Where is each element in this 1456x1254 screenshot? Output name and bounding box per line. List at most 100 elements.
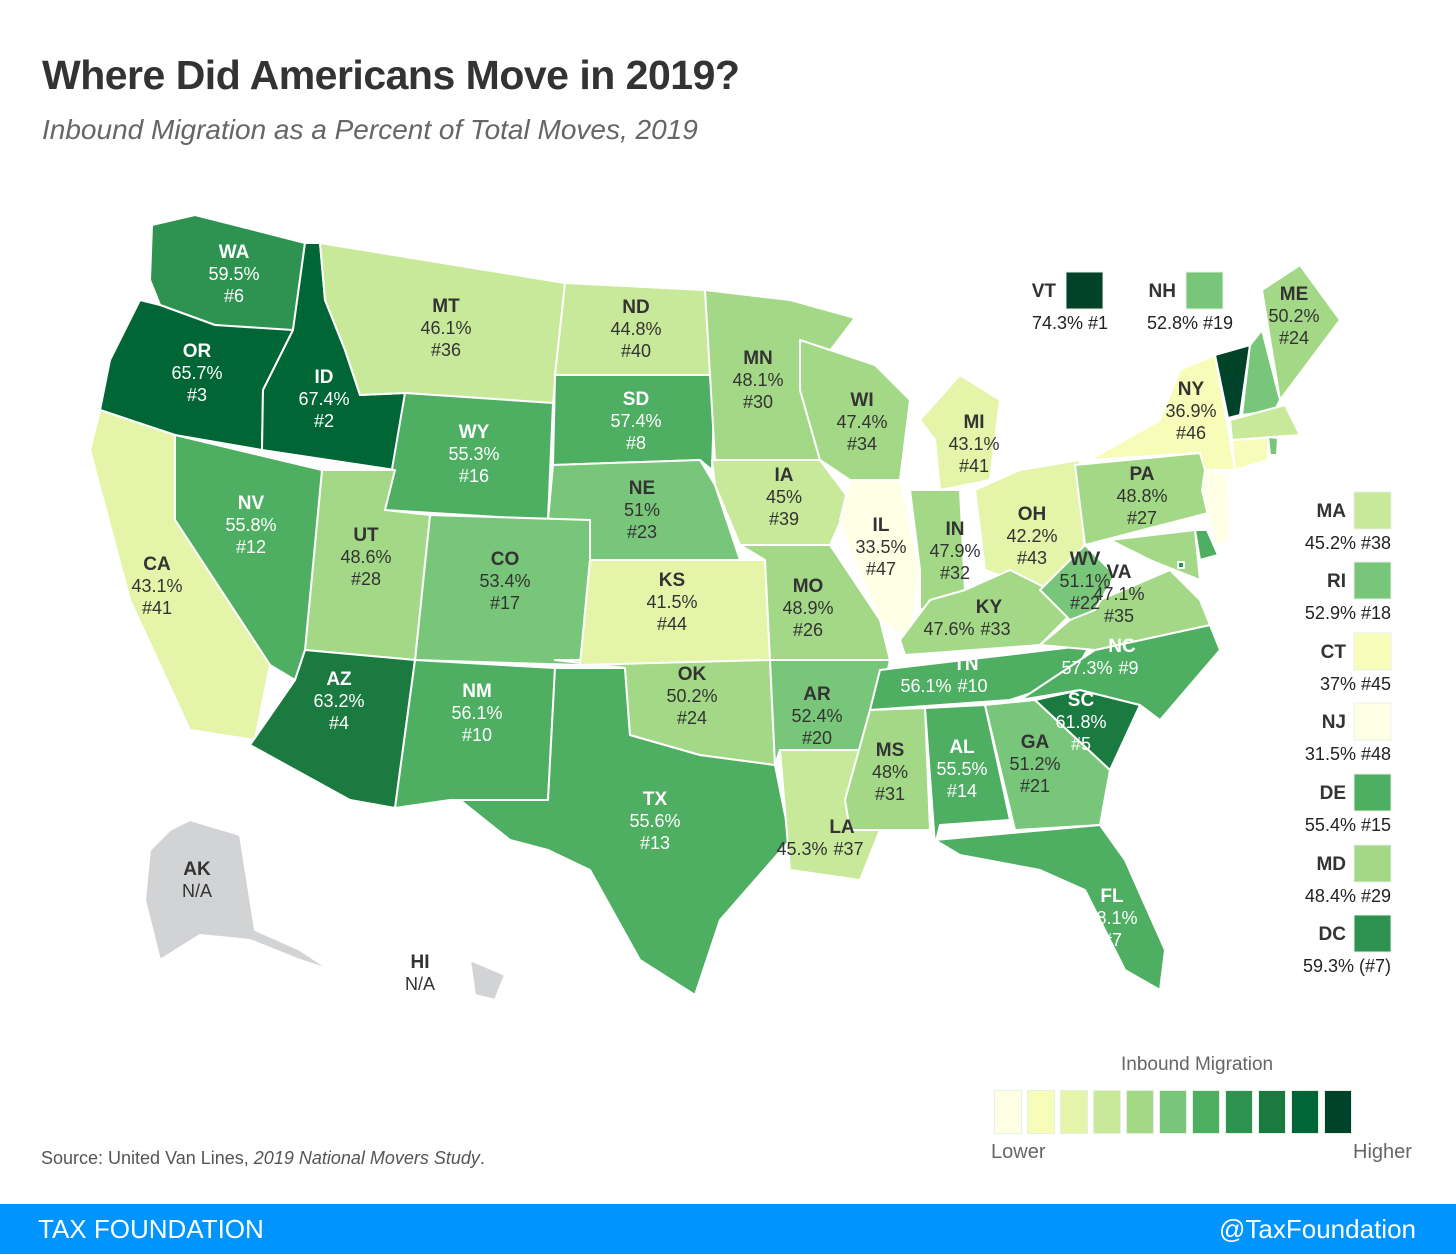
- state-abbr: SC: [1068, 690, 1095, 711]
- state-fl[interactable]: [934, 824, 1166, 991]
- legend-lower: Lower: [991, 1141, 1046, 1163]
- state-wv[interactable]: [1039, 544, 1116, 621]
- state-abbr: NE: [629, 478, 655, 499]
- state-rank: #17: [490, 593, 520, 613]
- state-pct: 65.7%: [171, 363, 222, 383]
- state-dc[interactable]: [1177, 561, 1185, 569]
- state-pct: 33.5%: [855, 537, 906, 557]
- state-mi[interactable]: [919, 374, 1001, 491]
- state-pct: 43.1%: [131, 576, 182, 596]
- state-rank: #14: [947, 781, 977, 801]
- brand-name: TAX FOUNDATION: [38, 1214, 264, 1244]
- state-rank: #8: [626, 433, 646, 453]
- state-abbr: GA: [1021, 732, 1050, 753]
- state-pct: 51.1%: [1059, 571, 1110, 591]
- callout-abbr: VT: [1032, 281, 1057, 302]
- state-al[interactable]: [924, 704, 1011, 846]
- state-pct: 51%: [624, 500, 660, 520]
- state-label-in: IN 47.9% #32: [929, 519, 980, 583]
- state-pct: 58.1%: [1086, 908, 1137, 928]
- state-abbr: AK: [183, 859, 211, 880]
- state-abbr: SD: [623, 389, 649, 410]
- state-pct: N/A: [405, 974, 435, 994]
- state-label-nm: NM 56.1% #10: [451, 681, 502, 745]
- state-ms[interactable]: [844, 707, 931, 831]
- callout-value: 52.9% #18: [1305, 603, 1391, 623]
- callout-md: MD 48.4% #29: [1305, 844, 1392, 906]
- state-pct: 48.8%: [1116, 486, 1167, 506]
- state-sd[interactable]: [552, 374, 716, 471]
- state-pct: 50.2%: [666, 686, 717, 706]
- state-pct: 47.6%: [923, 619, 974, 639]
- state-label-wi: WI 47.4% #34: [836, 390, 887, 454]
- state-label-mo: MO 48.9% #26: [782, 576, 833, 640]
- callout-ri: RI 52.9% #18: [1305, 561, 1392, 623]
- state-pct: 63.2%: [313, 691, 364, 711]
- callout-abbr: NH: [1149, 281, 1176, 302]
- state-abbr: OR: [183, 341, 212, 362]
- state-rank: #28: [351, 569, 381, 589]
- state-label-hi: HI N/A: [405, 952, 435, 994]
- callout-abbr: NJ: [1322, 712, 1346, 733]
- state-va[interactable]: [1039, 569, 1211, 651]
- state-label-ok: OK 50.2% #24: [666, 664, 717, 728]
- state-label-or: OR 65.7% #3: [171, 341, 222, 405]
- state-rank: #23: [627, 522, 657, 542]
- legend-swatch-7: [1225, 1090, 1253, 1134]
- source-prefix: Source: United Van Lines,: [41, 1148, 254, 1168]
- state-rank: #5: [1071, 734, 1091, 754]
- state-ak[interactable]: [144, 819, 331, 971]
- state-rank: #7: [1102, 930, 1122, 950]
- state-abbr: NY: [1178, 379, 1205, 400]
- state-rank: #30: [743, 392, 773, 412]
- state-abbr: KY: [976, 597, 1003, 618]
- state-abbr: PA: [1130, 464, 1155, 485]
- callout-swatch: [1065, 271, 1104, 310]
- legend-swatch-3: [1093, 1090, 1121, 1134]
- state-abbr: MT: [432, 296, 460, 317]
- state-pct: 59.5%: [208, 264, 259, 284]
- state-de[interactable]: [1194, 529, 1219, 561]
- state-rank: #47: [866, 559, 896, 579]
- state-pct: 41.5%: [646, 592, 697, 612]
- state-vt[interactable]: [1214, 344, 1251, 419]
- state-label-fl: FL 58.1% #7: [1086, 886, 1137, 950]
- state-rank: #12: [236, 537, 266, 557]
- state-label-sc: SC 61.8% #5: [1055, 690, 1106, 754]
- callout-value: 59.3% (#7): [1303, 956, 1391, 976]
- state-nj[interactable]: [1201, 469, 1231, 546]
- state-il[interactable]: [839, 479, 921, 641]
- state-label-ms: MS 48% #31: [872, 740, 908, 804]
- state-label-va: VA 47.1% #35: [1093, 562, 1144, 626]
- state-me[interactable]: [1261, 264, 1341, 401]
- state-abbr: TX: [643, 789, 668, 810]
- state-abbr: CO: [491, 549, 520, 570]
- state-pct: 47.9%: [929, 541, 980, 561]
- state-pct: 51.2%: [1009, 754, 1060, 774]
- callout-swatch: [1353, 632, 1392, 671]
- callout-swatch: [1185, 271, 1224, 310]
- state-ny[interactable]: [1089, 354, 1236, 471]
- state-ma[interactable]: [1229, 404, 1301, 441]
- state-pct: 46.1%: [420, 318, 471, 338]
- state-or[interactable]: [99, 299, 294, 451]
- state-pct: 47.1%: [1093, 584, 1144, 604]
- state-rank: #33: [981, 619, 1011, 639]
- state-abbr: ND: [622, 297, 649, 318]
- state-abbr: WV: [1070, 549, 1101, 570]
- state-hi[interactable]: [469, 959, 506, 1001]
- twitter-handle[interactable]: @TaxFoundation: [1219, 1214, 1416, 1244]
- state-nh[interactable]: [1241, 329, 1281, 416]
- state-ga[interactable]: [984, 699, 1111, 831]
- state-abbr: FL: [1100, 886, 1124, 907]
- state-rank: #35: [1104, 606, 1134, 626]
- state-label-mi: MI 43.1% #41: [948, 412, 999, 476]
- state-ri[interactable]: [1267, 436, 1279, 456]
- state-rank: #31: [875, 784, 905, 804]
- callout-swatch: [1353, 491, 1392, 530]
- source-title: 2019 National Movers Study: [253, 1148, 480, 1168]
- state-label-ar: AR 52.4% #20: [791, 684, 842, 748]
- state-ct[interactable]: [1231, 437, 1269, 471]
- state-rank: #4: [329, 713, 349, 733]
